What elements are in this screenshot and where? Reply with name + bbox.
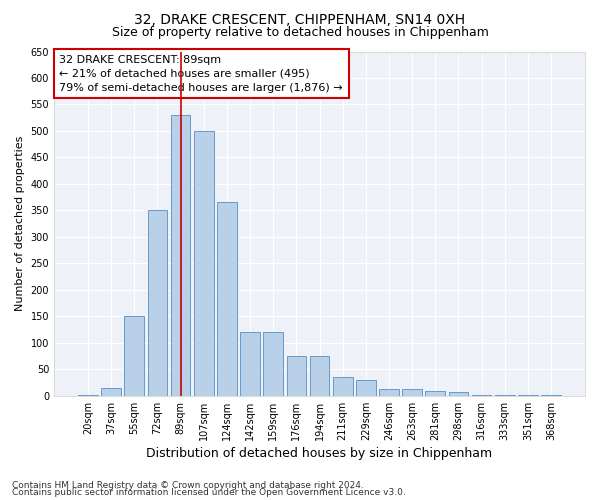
Bar — [263, 332, 283, 396]
Bar — [101, 388, 121, 396]
Text: Contains HM Land Registry data © Crown copyright and database right 2024.: Contains HM Land Registry data © Crown c… — [12, 480, 364, 490]
Bar — [449, 392, 468, 396]
Text: 32 DRAKE CRESCENT: 89sqm
← 21% of detached houses are smaller (495)
79% of semi-: 32 DRAKE CRESCENT: 89sqm ← 21% of detach… — [59, 55, 343, 93]
Bar — [78, 395, 98, 396]
X-axis label: Distribution of detached houses by size in Chippenham: Distribution of detached houses by size … — [146, 447, 493, 460]
Bar — [310, 356, 329, 396]
Bar — [402, 390, 422, 396]
Text: Size of property relative to detached houses in Chippenham: Size of property relative to detached ho… — [112, 26, 488, 39]
Y-axis label: Number of detached properties: Number of detached properties — [15, 136, 25, 312]
Bar — [287, 356, 306, 396]
Text: 32, DRAKE CRESCENT, CHIPPENHAM, SN14 0XH: 32, DRAKE CRESCENT, CHIPPENHAM, SN14 0XH — [134, 12, 466, 26]
Bar — [124, 316, 144, 396]
Bar — [425, 390, 445, 396]
Bar — [194, 131, 214, 396]
Bar — [356, 380, 376, 396]
Bar — [217, 202, 237, 396]
Bar — [240, 332, 260, 396]
Bar — [333, 378, 353, 396]
Bar — [148, 210, 167, 396]
Bar — [171, 115, 190, 396]
Bar — [379, 390, 399, 396]
Text: Contains public sector information licensed under the Open Government Licence v3: Contains public sector information licen… — [12, 488, 406, 497]
